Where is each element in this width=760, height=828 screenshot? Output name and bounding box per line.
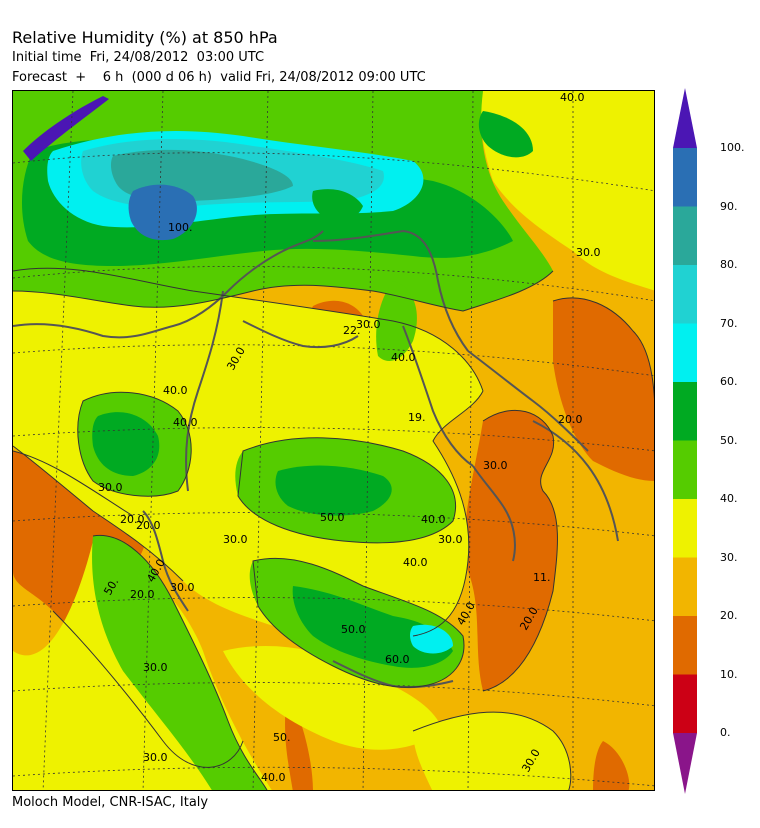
contour-label: 22. bbox=[343, 324, 361, 337]
zone-50-60-northcenter bbox=[312, 189, 363, 221]
coastlines bbox=[13, 230, 619, 689]
colorbar-band-40_50 bbox=[673, 440, 697, 500]
model-credit: Moloch Model, CNR-ISAC, Italy bbox=[12, 795, 209, 810]
zone-50-60-west bbox=[92, 412, 160, 476]
contour-label: 60.0 bbox=[385, 653, 410, 666]
colorbar-label: 40. bbox=[720, 492, 738, 505]
contour-label: 30.0 bbox=[143, 751, 168, 764]
contour-label: 40.0 bbox=[403, 556, 428, 569]
colorbar-band-70_80 bbox=[673, 265, 697, 324]
colorbar-below-0 bbox=[673, 733, 697, 794]
contour-label: 40.0 bbox=[163, 384, 188, 397]
contour-label: 20.0 bbox=[558, 413, 583, 426]
contour-label: 40.0 bbox=[261, 771, 286, 784]
zone-10-20-southeast bbox=[593, 741, 630, 790]
header: Relative Humidity (%) at 850 hPa Initial… bbox=[12, 28, 426, 88]
colorbar-band-20_30 bbox=[673, 557, 697, 617]
contour-label: 20.0 bbox=[130, 588, 155, 601]
colorbar-label: 10. bbox=[720, 667, 738, 681]
contour-labels: 40.030.022.30.040.030.040.019. 20.030.050… bbox=[98, 91, 601, 784]
colorbar-label: 100. bbox=[720, 141, 745, 154]
contour-label: 30.0 bbox=[170, 581, 195, 594]
contour-label: 100. bbox=[168, 221, 193, 234]
zone-40-50-southwest bbox=[92, 535, 267, 790]
colorbar bbox=[673, 88, 697, 794]
contour-label: 30.0 bbox=[98, 481, 123, 494]
zone-10-20-east bbox=[464, 410, 558, 691]
colorbar-above-100 bbox=[673, 88, 697, 148]
initial-time: Initial time Fri, 24/08/2012 03:00 UTC bbox=[12, 50, 265, 65]
contour-label: 50.0 bbox=[341, 623, 366, 636]
colorbar-label: 20. bbox=[720, 609, 738, 622]
zone-50-60-northeast bbox=[478, 111, 533, 158]
colorbar-band-60_70 bbox=[673, 323, 697, 383]
contour-label: 30.0 bbox=[438, 533, 463, 546]
contour-lines bbox=[13, 267, 654, 790]
contour-label: 11. bbox=[533, 571, 551, 584]
zone-50-60-south bbox=[292, 586, 453, 668]
colorbar-band-90_100 bbox=[673, 148, 697, 207]
contour-label: 50.0 bbox=[320, 511, 345, 524]
colorbar-band-30_40 bbox=[673, 499, 697, 558]
colorbar-band-0_10 bbox=[673, 674, 697, 734]
contour-label: 30.0 bbox=[483, 459, 508, 472]
zone-90-100-north bbox=[128, 184, 197, 241]
zone-60-70-south bbox=[410, 624, 453, 654]
colorbar-band-10_20 bbox=[673, 616, 697, 675]
colorbar-label: 80. bbox=[720, 258, 738, 271]
contour-label: 30.0 bbox=[143, 661, 168, 674]
forecast-valid-time: Forecast + 6 h (000 d 06 h) valid Fri, 2… bbox=[12, 70, 426, 85]
contour-label: 40.0 bbox=[560, 91, 585, 104]
contour-label: 19. bbox=[408, 411, 426, 424]
colorbar-label: 0. bbox=[720, 726, 731, 739]
zone-50-60-center bbox=[275, 465, 392, 516]
contour-label: 30.0 bbox=[223, 533, 248, 546]
colorbar-label: 50. bbox=[720, 433, 738, 447]
colorbar-label: 60. bbox=[720, 375, 738, 388]
contour-label: 40.0 bbox=[391, 351, 416, 364]
contour-label: 20.0 bbox=[136, 519, 161, 532]
zone-30-40-southeast bbox=[413, 712, 571, 790]
zone-above-100-north bbox=[23, 96, 109, 161]
map-title: Relative Humidity (%) at 850 hPa bbox=[12, 28, 278, 47]
zone-30-40-southcentral bbox=[223, 646, 443, 750]
humidity-map-canvas: 40.030.022.30.040.030.040.019. 20.030.050… bbox=[13, 91, 654, 790]
colorbar-label: 90. bbox=[720, 199, 738, 213]
contour-label: 20.0 bbox=[120, 513, 145, 526]
contour-label: 30.0 bbox=[576, 246, 601, 259]
contour-label: 30.0 bbox=[356, 318, 381, 331]
contour-label: 40.0 bbox=[421, 513, 446, 526]
contour-label: 50. bbox=[273, 731, 291, 744]
humidity-map: 40.0 30.0 22. 30.0 40.0 30.0 40.0 19. 20.0 30.0 50… bbox=[12, 90, 655, 791]
colorbar-band-50_60 bbox=[673, 382, 697, 441]
contour-label: 40.0 bbox=[173, 416, 198, 429]
colorbar-label: 70. bbox=[720, 316, 738, 330]
colorbar-band-80_90 bbox=[673, 206, 697, 266]
colorbar-label: 30. bbox=[720, 550, 738, 564]
zone-10-20-northeast bbox=[553, 297, 654, 481]
graticule bbox=[13, 91, 654, 790]
zone-40-50-northcorridor bbox=[376, 281, 417, 361]
